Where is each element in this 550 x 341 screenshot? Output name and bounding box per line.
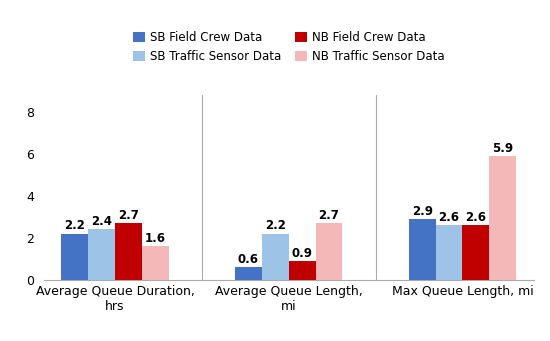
Text: 2.6: 2.6 <box>438 211 459 224</box>
Bar <box>62 234 88 280</box>
Bar <box>490 156 516 280</box>
Text: 5.9: 5.9 <box>492 142 513 155</box>
Bar <box>409 219 436 280</box>
Bar <box>88 229 115 280</box>
Text: 2.6: 2.6 <box>465 211 486 224</box>
Bar <box>262 234 289 280</box>
Text: 2.4: 2.4 <box>91 215 112 228</box>
Text: 2.2: 2.2 <box>265 219 286 232</box>
Bar <box>463 225 490 280</box>
Text: 2.7: 2.7 <box>118 209 139 222</box>
Bar <box>142 246 169 280</box>
Text: 0.6: 0.6 <box>238 253 259 266</box>
Bar <box>436 225 463 280</box>
Text: 2.2: 2.2 <box>64 219 85 232</box>
Text: 2.9: 2.9 <box>412 205 433 218</box>
Bar <box>115 223 142 280</box>
Bar <box>235 267 262 280</box>
Legend: SB Field Crew Data, SB Traffic Sensor Data, NB Field Crew Data, NB Traffic Senso: SB Field Crew Data, SB Traffic Sensor Da… <box>133 31 444 63</box>
Bar <box>289 261 316 280</box>
Text: 2.7: 2.7 <box>318 209 339 222</box>
Text: 0.9: 0.9 <box>292 247 312 260</box>
Text: 1.6: 1.6 <box>145 232 166 245</box>
Bar <box>316 223 343 280</box>
